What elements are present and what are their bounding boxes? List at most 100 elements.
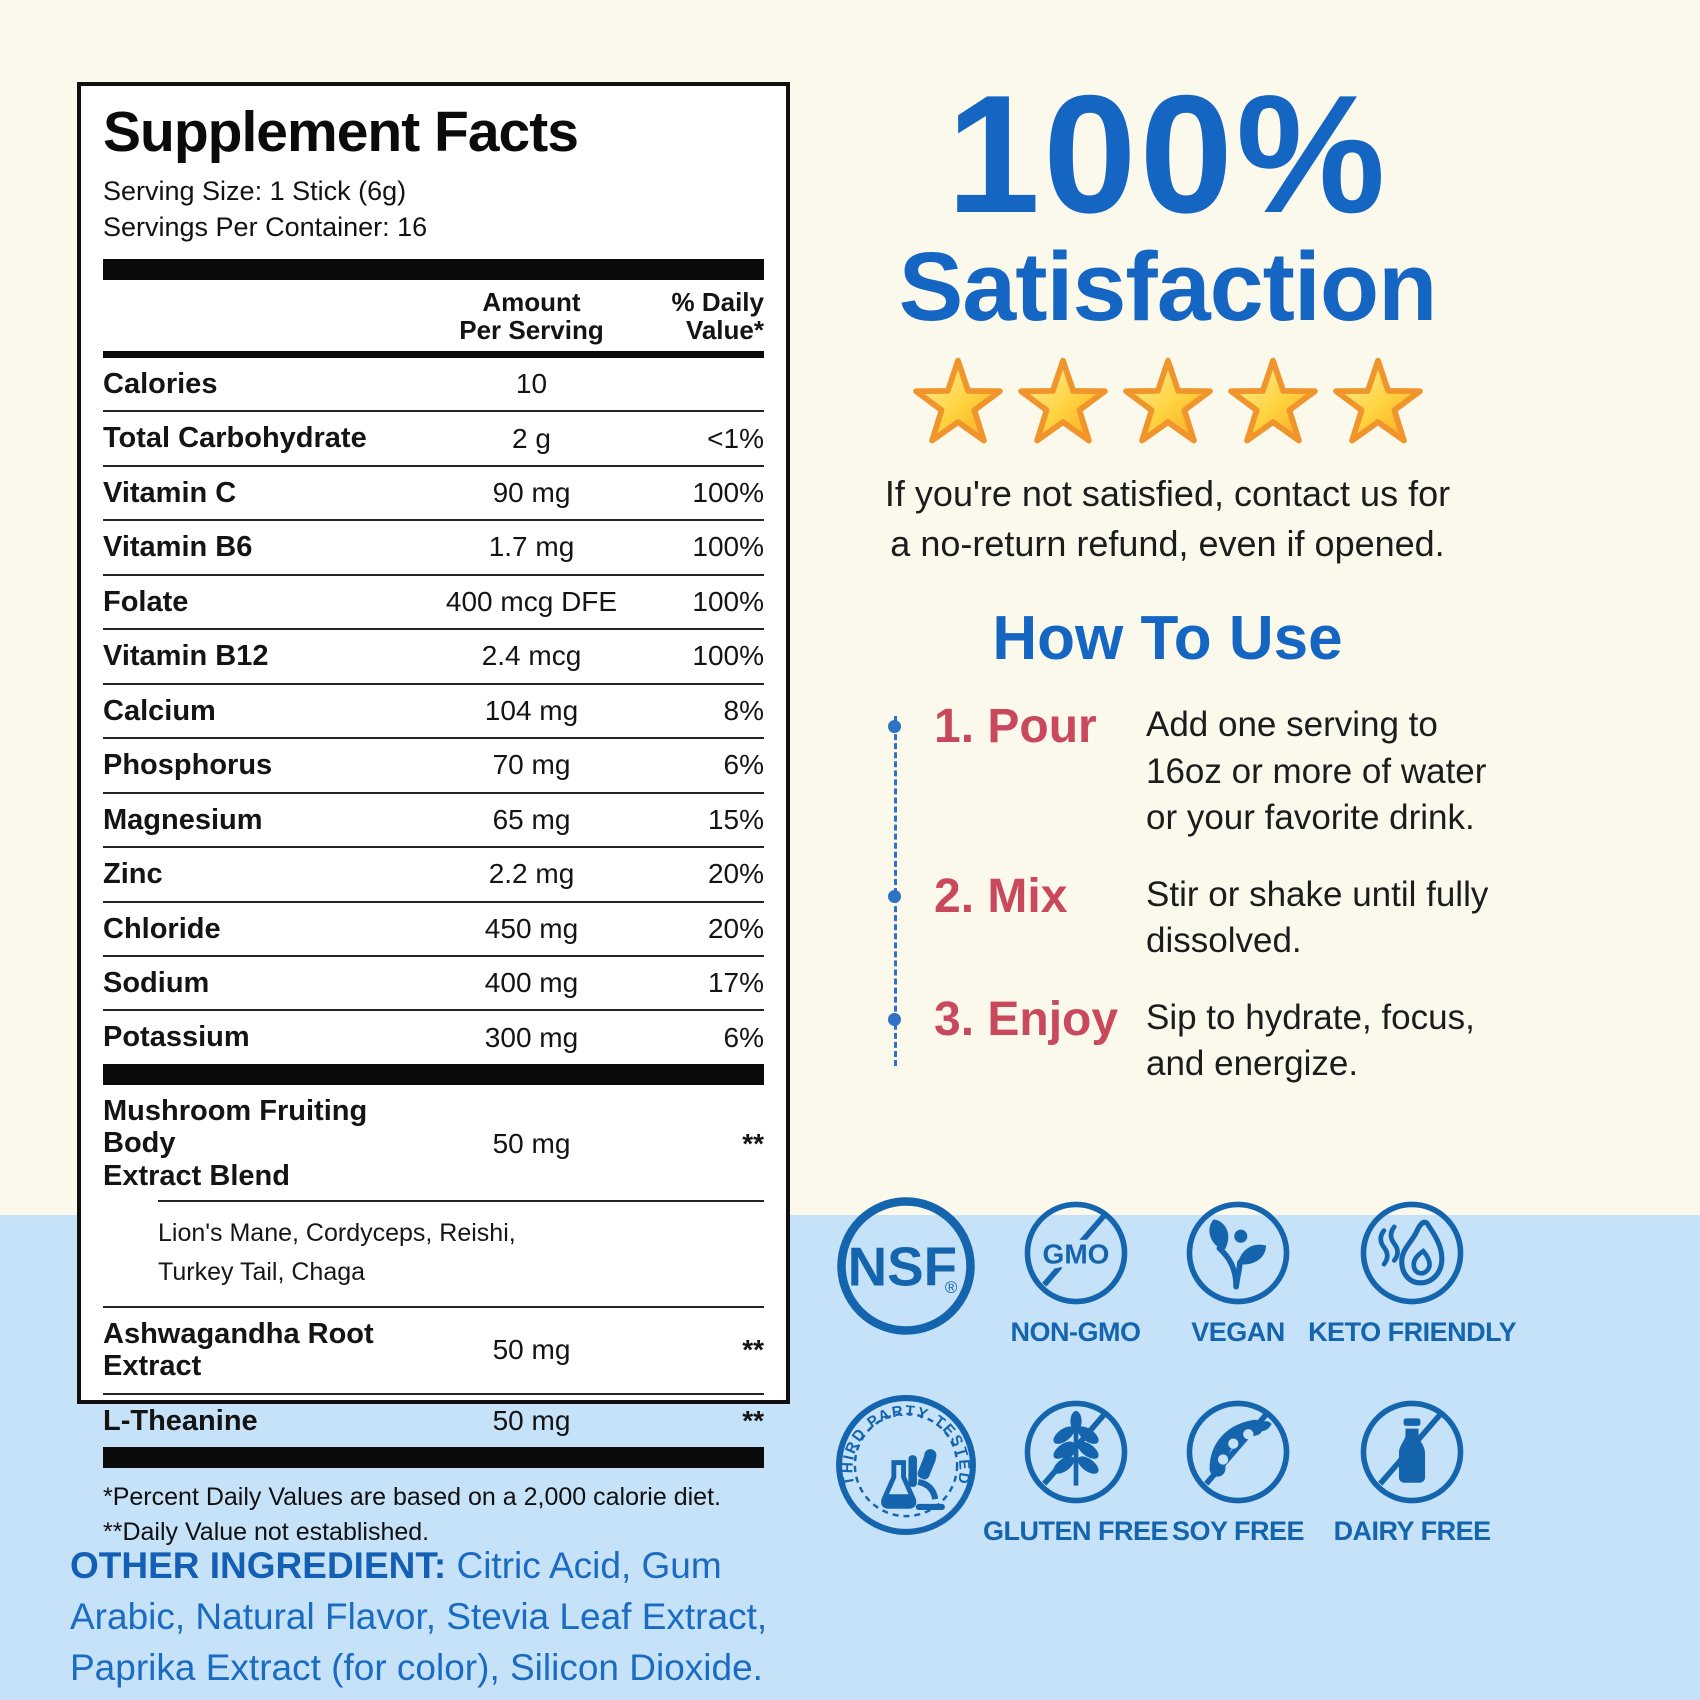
nutrient-amount: 2.2 mg [488,858,575,890]
nutrient-amount: 400 mg [484,967,579,999]
nutrient-dv: 6% [723,1021,764,1053]
badge-label: GLUTEN FREE [983,1516,1169,1546]
nutrient-name: Vitamin B6 [103,531,253,564]
badge-soy-free: SOY FREE [1172,1382,1305,1547]
nutrient-amount: 300 mg [484,1021,579,1053]
satisfaction-body: If you're not satisfied, contact us for a… [884,472,1451,565]
table-row: Total Carbohydrate 2 g <1% [103,412,764,467]
badge-keto-friendly: KETO FRIENDLY [1308,1183,1517,1348]
non-gmo-icon: GMO [1024,1201,1127,1305]
nutrient-name: Potassium [103,1021,250,1054]
third-party-tested-icon: THIRD PARTY TESTED [836,1394,976,1535]
other-ingredients-text: Citric Acid, Gum Arabic, Natural Flavor,… [70,1545,768,1689]
keto-friendly-icon [1360,1201,1464,1305]
badge-third-party-tested: THIRD PARTY TESTED [833,1382,979,1547]
satisfaction-title-100: 100% [946,60,1389,248]
nutrient-dv: 8% [723,694,764,726]
divider-bar [103,1447,764,1469]
badge-dairy-free: DAIRY FREE [1308,1382,1516,1547]
nutrient-name: Vitamin C [103,476,237,509]
nutrient-amount: 10 [515,368,548,400]
table-row: Calcium 104 mg 8% [103,685,764,740]
nutrient-dv: 20% [707,858,764,890]
dairy-free-icon [1360,1400,1464,1504]
nutrient-dv: 15% [707,803,764,835]
svg-text:GMO: GMO [1042,1238,1109,1269]
badge-label: VEGAN [1191,1317,1285,1347]
nutrient-name: Mushroom Fruiting Body Extract Blend [103,1094,368,1192]
table-row-blend: Mushroom Fruiting Body Extract Blend 50 m… [103,1085,764,1203]
nutrient-name: Phosphorus [103,749,273,782]
nutrient-name: L-Theanine [103,1404,258,1437]
nutrient-name: Calories [103,367,218,400]
nutrient-dv: 17% [707,967,764,999]
divider-bar [103,258,764,280]
step-label: 1. Pour [934,700,1097,753]
badge-label: KETO FRIENDLY [1308,1317,1517,1347]
step-text: Add one serving to 16oz or more of water… [1146,705,1487,838]
five-star-rating [835,353,1500,449]
badge-label: NON-GMO [1010,1317,1141,1347]
dv-column-header: % Daily Value* [671,286,765,346]
soy-free-icon [1186,1400,1290,1504]
certification-badges: NSF ® GMO NON-GMO VEGAN KETO [833,1183,1517,1547]
nutrient-name: Ashwagandha Root Extract [103,1317,374,1383]
nutrient-name: Vitamin B12 [103,640,269,673]
badge-non-gmo: GMO NON-GMO [983,1183,1168,1348]
nutrient-dv: <1% [707,422,764,454]
svg-text:NSF: NSF [848,1235,958,1297]
nutrient-name: Chloride [103,912,221,945]
nutrient-name: Total Carbohydrate [103,422,367,455]
badge-label: SOY FREE [1172,1516,1305,1546]
star-icon [1227,357,1318,444]
table-row: Potassium 300 mg 6% [103,1011,764,1063]
table-row: Folate 400 mcg DFE 100% [103,576,764,631]
table-row: Zinc 2.2 mg 20% [103,848,764,903]
how-to-use-steps: 1. Pour Add one serving to 16oz or more … [882,700,1500,1118]
svg-text:®: ® [945,1277,958,1296]
nutrient-name: Magnesium [103,803,263,836]
star-icon [1332,357,1423,444]
satisfaction-section: 100% Satisfaction If you're not satisfie… [835,70,1500,570]
timeline-dot [888,720,901,733]
timeline-dot [888,889,901,903]
nutrient-amount: 400 mcg DFE [445,585,618,617]
nutrient-amount: 90 mg [492,477,571,508]
nutrient-amount: 50 mg [492,1334,571,1366]
nutrient-dv: ** [742,1334,764,1366]
nutrient-dv: 100% [692,640,764,672]
nutrient-dv: 20% [707,912,764,944]
badge-label: DAIRY FREE [1333,1516,1492,1546]
footnotes: *Percent Daily Values are based on a 2,0… [103,1483,721,1547]
divider-bar [103,1063,764,1085]
table-header: Amount Per Serving % Daily Value* [103,280,764,351]
badge-nsf: NSF ® [833,1183,979,1348]
nutrient-amount: 2 g [512,422,551,454]
table-row: Magnesium 65 mg 15% [103,794,764,849]
table-row: Chloride 450 mg 20% [103,903,764,957]
nsf-icon: NSF ® [837,1196,975,1335]
vegan-icon [1186,1201,1290,1305]
nutrient-amount: 2.4 mcg [481,640,582,672]
nutrient-name: Sodium [103,966,210,999]
nutrient-dv: 100% [692,531,764,563]
satisfaction-title-word: Satisfaction [898,232,1438,341]
step-pour: 1. Pour Add one serving to 16oz or more … [888,700,1500,842]
nutrient-name: Calcium [103,694,216,727]
table-row: L-Theanine 50 mg ** [103,1395,764,1447]
step-text: Sip to hydrate, focus, and energize. [1146,997,1475,1084]
table-row: Vitamin B6 1.7 mg 100% [103,521,764,576]
nutrient-amount: 104 mg [484,694,579,726]
nutrient-dv: ** [742,1127,764,1159]
nutrient-dv: 100% [692,585,764,617]
nutrient-dv: 6% [723,749,764,781]
badge-gluten-free: GLUTEN FREE [983,1382,1169,1547]
nutrient-amount: 50 mg [492,1405,571,1436]
nutrient-dv: 100% [692,477,764,508]
nutrient-amount: 50 mg [492,1127,571,1159]
nutrient-name: Folate [103,585,189,618]
nutrient-dv: ** [742,1405,764,1436]
divider-bar [103,350,764,358]
table-row: Ashwagandha Root Extract 50 mg ** [103,1308,764,1395]
step-label: 2. Mix [934,869,1068,923]
